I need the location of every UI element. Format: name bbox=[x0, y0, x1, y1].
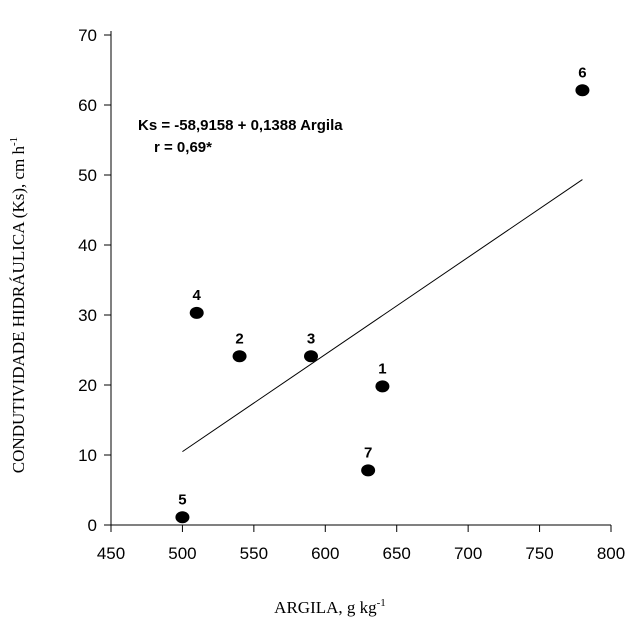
correlation-coefficient: r = 0,69* bbox=[154, 139, 212, 156]
y-tick-label: 20 bbox=[78, 376, 97, 395]
y-axis-title-text: CONDUTIVIDADE HIDRÁULICA (Ks), cm h bbox=[9, 145, 28, 473]
data-point-2 bbox=[232, 350, 247, 363]
regression-line bbox=[182, 179, 583, 453]
point-label-1: 1 bbox=[378, 360, 386, 377]
point-label-2: 2 bbox=[235, 330, 243, 347]
x-axis-title-sup: -1 bbox=[377, 597, 386, 609]
y-tick-label: 0 bbox=[88, 516, 97, 535]
point-label-3: 3 bbox=[307, 330, 315, 347]
point-label-5: 5 bbox=[178, 491, 186, 508]
x-tick-label: 500 bbox=[168, 544, 196, 563]
x-tick-label: 750 bbox=[525, 544, 553, 563]
y-axis-title-sup: -1 bbox=[8, 137, 20, 146]
point-label-4: 4 bbox=[193, 287, 202, 304]
x-tick-label: 600 bbox=[311, 544, 339, 563]
y-tick-label: 10 bbox=[78, 446, 97, 465]
y-tick-label: 40 bbox=[78, 236, 97, 255]
data-point-1 bbox=[375, 380, 390, 393]
x-tick-label: 650 bbox=[383, 544, 411, 563]
points-group: 1 2 3 4 5 6 7 bbox=[175, 64, 590, 524]
y-tick-label: 60 bbox=[78, 96, 97, 115]
x-tick-label: 700 bbox=[454, 544, 482, 563]
x-tick-label: 800 bbox=[597, 544, 625, 563]
x-axis-title-text: ARGILA, g kg bbox=[274, 598, 377, 617]
point-label-7: 7 bbox=[364, 444, 372, 461]
ticks: 450 500 550 600 650 700 750 800 0 10 20 30 40 50 60 70 bbox=[78, 26, 625, 563]
data-point-3 bbox=[304, 350, 318, 363]
y-tick-label: 30 bbox=[78, 306, 97, 325]
x-axis-title: ARGILA, g kg-1 bbox=[274, 597, 386, 617]
data-point-6 bbox=[575, 84, 590, 97]
y-tick-label: 70 bbox=[78, 26, 97, 45]
y-tick-label: 50 bbox=[78, 166, 97, 185]
regression-group bbox=[182, 179, 583, 453]
regression-equation: Ks = -58,9158 + 0,1388 Argila bbox=[138, 117, 343, 134]
x-tick-label: 550 bbox=[240, 544, 268, 563]
point-label-6: 6 bbox=[578, 64, 586, 81]
data-point-4 bbox=[189, 306, 204, 319]
x-tick-label: 450 bbox=[97, 544, 125, 563]
y-axis-title: CONDUTIVIDADE HIDRÁULICA (Ks), cm h-1 bbox=[8, 137, 28, 473]
data-point-5 bbox=[175, 511, 190, 524]
axes bbox=[110, 31, 611, 526]
data-point-7 bbox=[361, 464, 376, 477]
